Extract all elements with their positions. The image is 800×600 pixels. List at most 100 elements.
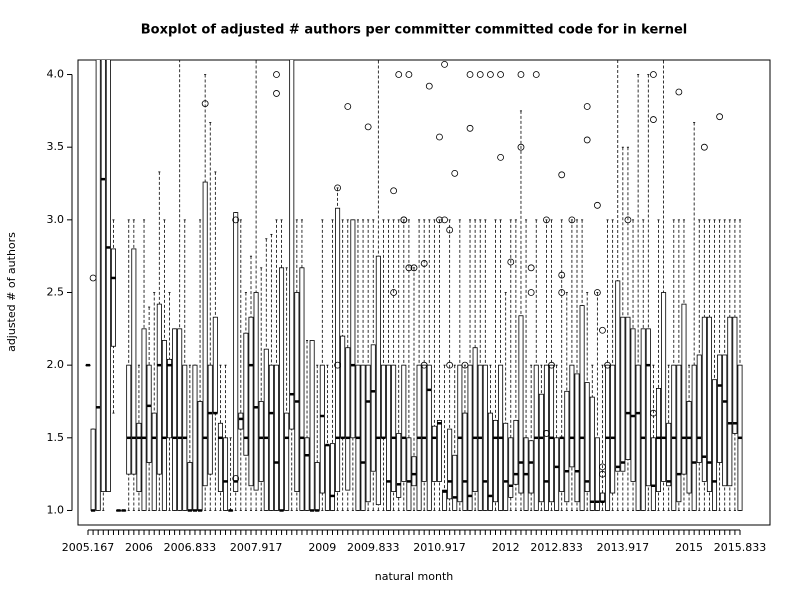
box (243, 332, 249, 456)
box (304, 437, 310, 511)
box (722, 354, 728, 487)
box (538, 393, 544, 503)
y-tick-label: 4.0 (47, 68, 65, 81)
box (528, 440, 534, 494)
x-tick-label: 2013.917 (597, 541, 650, 554)
box (620, 316, 626, 472)
outlier (583, 103, 591, 110)
box (360, 364, 366, 511)
x-tick-label: 2012.833 (530, 541, 583, 554)
box (309, 340, 315, 511)
y-tick-label: 2.0 (47, 358, 65, 371)
x-tick-label: 2005.167 (62, 541, 115, 554)
box (543, 364, 549, 511)
box (462, 412, 468, 511)
outlier (405, 264, 413, 272)
box (100, 60, 106, 492)
outlier (410, 264, 418, 272)
box (217, 422, 223, 492)
box (172, 328, 178, 511)
outlier (599, 463, 606, 471)
box (284, 412, 290, 511)
outlier (446, 226, 454, 234)
y-axis-label: adjusted # of authors (5, 232, 18, 352)
box (233, 212, 239, 492)
x-tick-label: 2006.833 (164, 541, 217, 554)
box (263, 348, 269, 511)
box (549, 364, 555, 503)
box (380, 364, 386, 439)
x-tick-label: 2006 (125, 541, 153, 554)
box (258, 401, 264, 482)
box (599, 492, 605, 503)
box (574, 373, 580, 503)
outlier (527, 289, 535, 296)
box (386, 364, 392, 511)
outlier (446, 361, 454, 369)
box (396, 433, 402, 498)
y-tick-label: 3.5 (47, 140, 65, 153)
outlier (390, 289, 398, 296)
box (594, 437, 600, 511)
outlier (593, 201, 601, 209)
box (564, 390, 570, 503)
outlier (334, 361, 341, 369)
outlier (232, 475, 240, 482)
box (686, 401, 692, 494)
box (131, 248, 137, 475)
outlier (395, 71, 403, 78)
outlier (543, 430, 550, 437)
box (105, 60, 111, 492)
outlier (436, 133, 443, 141)
box (666, 422, 672, 487)
outlier (700, 143, 708, 151)
plot-area (85, 60, 743, 512)
outlier (441, 216, 448, 224)
outlier (583, 136, 591, 144)
outlier (441, 60, 448, 68)
box (345, 347, 351, 491)
box (676, 364, 682, 503)
outlier (344, 103, 352, 110)
outlier (364, 123, 372, 131)
x-tick-label: 2009 (308, 541, 336, 554)
box (197, 401, 203, 511)
box (324, 444, 330, 511)
box (268, 364, 274, 511)
box (625, 316, 631, 461)
outlier (543, 216, 550, 224)
box (442, 489, 448, 511)
box (513, 419, 519, 485)
outlier (548, 361, 555, 369)
outlier (624, 216, 632, 224)
outlier (517, 71, 525, 78)
box (319, 364, 325, 494)
box (161, 340, 167, 511)
box (411, 456, 417, 487)
outlier (461, 361, 469, 369)
outlier (532, 71, 540, 78)
box (141, 328, 147, 511)
box (610, 364, 616, 494)
box (187, 462, 193, 511)
outlier (273, 71, 280, 78)
box (192, 364, 198, 511)
y-tick-label: 1.5 (47, 431, 65, 444)
box (426, 364, 432, 511)
box (559, 437, 565, 492)
x-axis-label: natural month (375, 570, 454, 583)
x-tick-label: 2015 (675, 541, 703, 554)
box (294, 292, 300, 492)
box (645, 328, 651, 487)
box (151, 412, 157, 511)
box (166, 358, 172, 439)
outlier (527, 264, 535, 272)
outlier (558, 171, 566, 179)
box (202, 181, 208, 487)
box (569, 364, 575, 468)
box (472, 347, 478, 492)
outlier (497, 71, 504, 78)
box (146, 364, 152, 463)
box (589, 396, 595, 511)
box (273, 364, 279, 511)
